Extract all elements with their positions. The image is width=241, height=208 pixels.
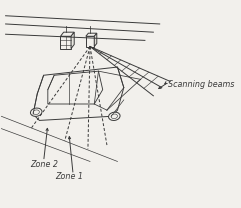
Polygon shape bbox=[86, 33, 97, 36]
Polygon shape bbox=[60, 32, 74, 36]
Polygon shape bbox=[48, 71, 103, 104]
Text: Scanning beams: Scanning beams bbox=[168, 80, 234, 89]
Text: Zone 1: Zone 1 bbox=[55, 172, 83, 181]
Polygon shape bbox=[71, 32, 74, 49]
Ellipse shape bbox=[108, 112, 120, 120]
Polygon shape bbox=[33, 67, 124, 120]
Ellipse shape bbox=[30, 108, 42, 116]
Polygon shape bbox=[94, 33, 97, 47]
Polygon shape bbox=[60, 36, 71, 49]
Polygon shape bbox=[86, 36, 94, 47]
Text: Zone 2: Zone 2 bbox=[30, 160, 58, 169]
